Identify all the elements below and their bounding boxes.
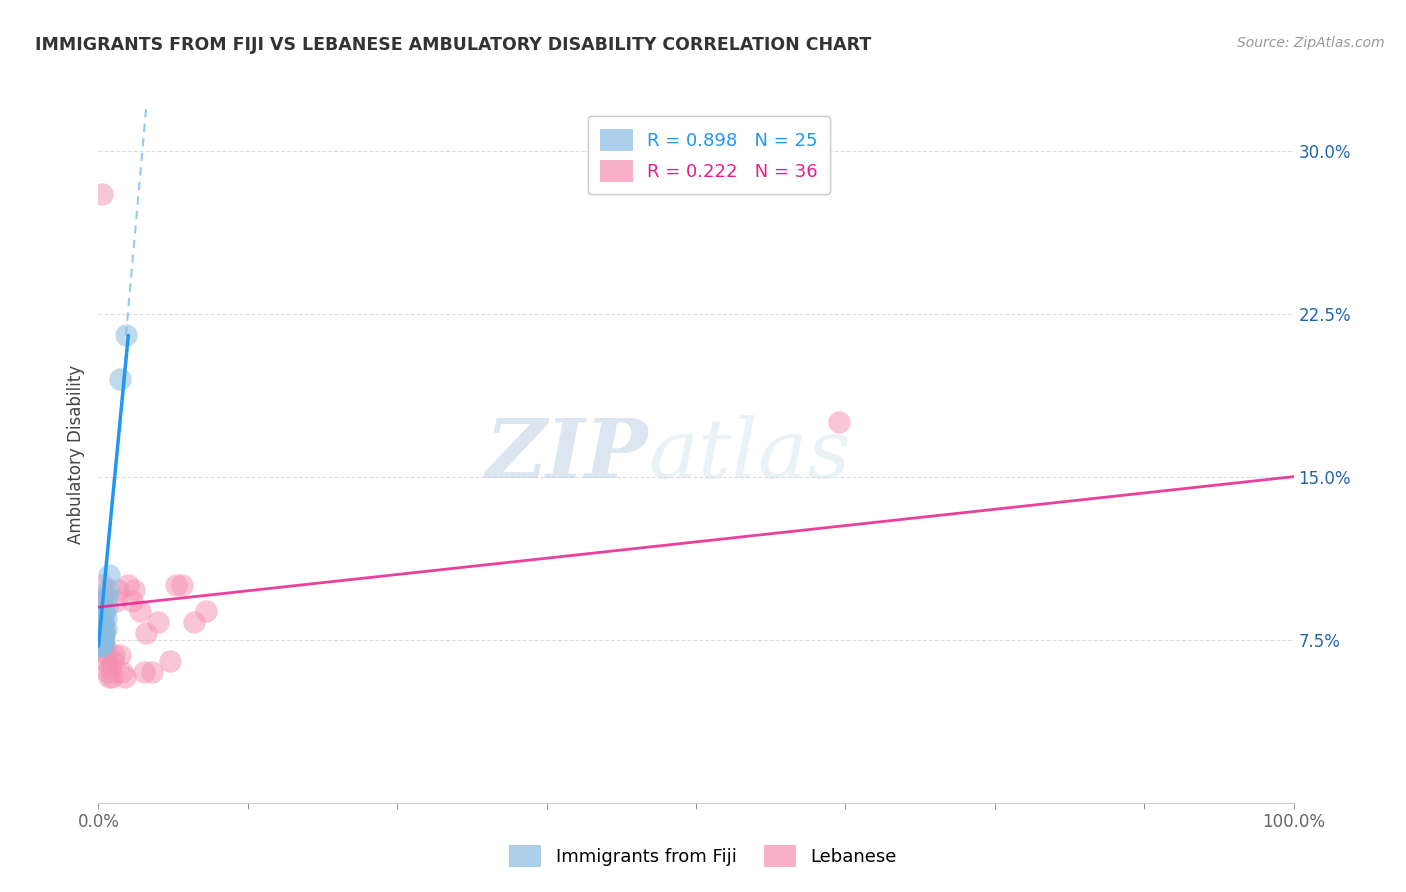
Point [91, 635, 114, 649]
Point [97, 582, 120, 597]
Point [94, 611, 117, 625]
Point [96, 600, 118, 615]
Y-axis label: Ambulatory Disability: Ambulatory Disability [67, 366, 86, 544]
Point [93, 626, 115, 640]
Point [115, 328, 138, 343]
Point [93, 632, 115, 647]
Point [89, 639, 111, 653]
Point [159, 655, 181, 669]
Point [105, 593, 128, 607]
Point [90, 637, 112, 651]
Text: Source: ZipAtlas.com: Source: ZipAtlas.com [1237, 36, 1385, 50]
Point [101, 655, 124, 669]
Point [183, 615, 205, 630]
Point [89, 632, 111, 647]
Point [165, 578, 187, 592]
Point [148, 615, 170, 630]
Text: atlas: atlas [648, 415, 851, 495]
Point [103, 648, 125, 662]
Legend: Immigrants from Fiji, Lebanese: Immigrants from Fiji, Lebanese [502, 838, 904, 874]
Point [114, 670, 136, 684]
Point [91, 632, 114, 647]
Point [93, 626, 115, 640]
Point [108, 372, 131, 386]
Point [93, 637, 115, 651]
Point [96, 648, 118, 662]
Point [124, 582, 146, 597]
Point [132, 665, 155, 680]
Point [107, 582, 129, 597]
Point [91, 643, 114, 657]
Point [90, 593, 112, 607]
Point [111, 665, 134, 680]
Point [94, 622, 117, 636]
Point [117, 578, 139, 592]
Point [91, 578, 114, 592]
Point [91, 626, 114, 640]
Point [172, 578, 194, 592]
Point [89, 632, 111, 647]
Point [93, 605, 115, 619]
Point [91, 617, 114, 632]
Point [91, 622, 114, 636]
Point [91, 632, 114, 647]
Point [94, 655, 117, 669]
Point [129, 605, 152, 619]
Text: ZIP: ZIP [485, 415, 648, 495]
Point [91, 628, 114, 642]
Point [135, 626, 157, 640]
Point [828, 415, 851, 429]
Point [91, 186, 114, 201]
Point [100, 670, 122, 684]
Point [91, 593, 114, 607]
Point [90, 628, 112, 642]
Point [121, 593, 143, 607]
Point [93, 617, 115, 632]
Point [98, 661, 122, 675]
Point [194, 605, 218, 619]
Point [98, 567, 121, 582]
Legend: R = 0.898   N = 25, R = 0.222   N = 36: R = 0.898 N = 25, R = 0.222 N = 36 [588, 116, 831, 194]
Point [98, 670, 121, 684]
Point [91, 639, 114, 653]
Point [91, 611, 114, 625]
Point [96, 589, 118, 603]
Text: IMMIGRANTS FROM FIJI VS LEBANESE AMBULATORY DISABILITY CORRELATION CHART: IMMIGRANTS FROM FIJI VS LEBANESE AMBULAT… [35, 36, 872, 54]
Point [97, 665, 120, 680]
Point [141, 665, 163, 680]
Point [90, 622, 112, 636]
Point [108, 648, 131, 662]
